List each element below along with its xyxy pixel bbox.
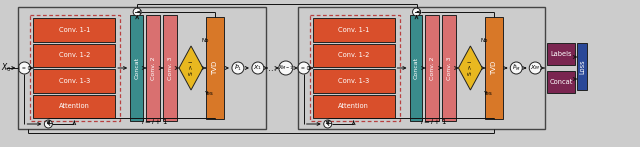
Text: Yes: Yes — [204, 91, 212, 96]
Text: Concat: Concat — [413, 57, 419, 79]
Polygon shape — [179, 46, 203, 90]
Text: Yes: Yes — [483, 91, 492, 96]
Bar — [163, 15, 177, 121]
Text: $\hat{P}_1$: $\hat{P}_1$ — [234, 63, 242, 73]
Bar — [410, 15, 422, 121]
Text: Concat: Concat — [550, 79, 573, 85]
Text: ...: ... — [268, 64, 276, 72]
Bar — [547, 43, 575, 65]
Bar — [442, 15, 456, 121]
Text: Conv. 1-1: Conv. 1-1 — [338, 27, 369, 33]
Text: $X_0$: $X_0$ — [1, 62, 12, 74]
Text: Labels: Labels — [550, 51, 572, 57]
Bar — [146, 15, 160, 121]
Text: Conv. 3: Conv. 3 — [168, 56, 173, 80]
Text: Attention: Attention — [59, 103, 90, 109]
Circle shape — [232, 62, 244, 74]
Bar — [547, 71, 575, 93]
Text: −: − — [133, 7, 141, 16]
Circle shape — [44, 120, 52, 128]
Circle shape — [279, 61, 292, 75]
Bar — [577, 43, 587, 90]
Text: Conv. 1-1: Conv. 1-1 — [59, 27, 90, 33]
Circle shape — [19, 62, 30, 74]
Bar — [426, 15, 440, 121]
Bar — [485, 17, 503, 119]
Bar — [19, 7, 266, 129]
Polygon shape — [458, 46, 483, 90]
Text: TVD: TVD — [212, 61, 218, 75]
Circle shape — [298, 62, 310, 74]
Text: i = 0: i = 0 — [19, 66, 30, 71]
Bar — [130, 15, 143, 121]
Text: $X_M$: $X_M$ — [530, 64, 540, 72]
Bar — [313, 69, 395, 92]
Text: i = 0: i = 0 — [298, 66, 310, 71]
Bar — [33, 18, 115, 41]
Text: +: + — [324, 120, 332, 128]
Circle shape — [413, 8, 420, 16]
Text: Conv. 1-3: Conv. 1-3 — [338, 78, 369, 84]
Text: $i = i+1$: $i = i+1$ — [141, 117, 168, 126]
Circle shape — [252, 62, 264, 74]
Bar — [298, 7, 545, 129]
Text: S > i: S > i — [189, 61, 193, 75]
Text: No: No — [481, 38, 488, 43]
Text: −: − — [413, 7, 420, 16]
Bar — [33, 44, 115, 67]
Text: Conv. 1-2: Conv. 1-2 — [59, 52, 90, 58]
Text: Conv. 2: Conv. 2 — [430, 56, 435, 80]
Text: $\hat{P}_M$: $\hat{P}_M$ — [512, 63, 520, 73]
Circle shape — [510, 62, 522, 74]
Bar — [313, 44, 395, 67]
Text: No: No — [201, 38, 209, 43]
Text: Loss: Loss — [579, 59, 585, 74]
Text: Conv. 1-2: Conv. 1-2 — [338, 52, 369, 58]
Text: Conv. 3: Conv. 3 — [447, 56, 452, 80]
Text: Conv. 2: Conv. 2 — [150, 56, 156, 80]
Circle shape — [529, 62, 541, 74]
Circle shape — [133, 8, 141, 16]
Text: Concat: Concat — [134, 57, 139, 79]
Bar — [33, 69, 115, 92]
Text: S > i: S > i — [468, 61, 473, 75]
Bar — [206, 17, 224, 119]
Bar — [310, 15, 399, 121]
Text: +: + — [45, 120, 52, 128]
Text: TVD: TVD — [492, 61, 497, 75]
Bar — [30, 15, 120, 121]
Text: Attention: Attention — [338, 103, 369, 109]
Text: Conv. 1-3: Conv. 1-3 — [59, 78, 90, 84]
Bar — [313, 95, 395, 118]
Text: $i = i+1$: $i = i+1$ — [420, 117, 447, 126]
Text: $X_{M-1}$: $X_{M-1}$ — [278, 64, 294, 72]
Circle shape — [324, 120, 332, 128]
Text: $X_1$: $X_1$ — [253, 64, 262, 72]
Bar — [313, 18, 395, 41]
Bar — [33, 95, 115, 118]
